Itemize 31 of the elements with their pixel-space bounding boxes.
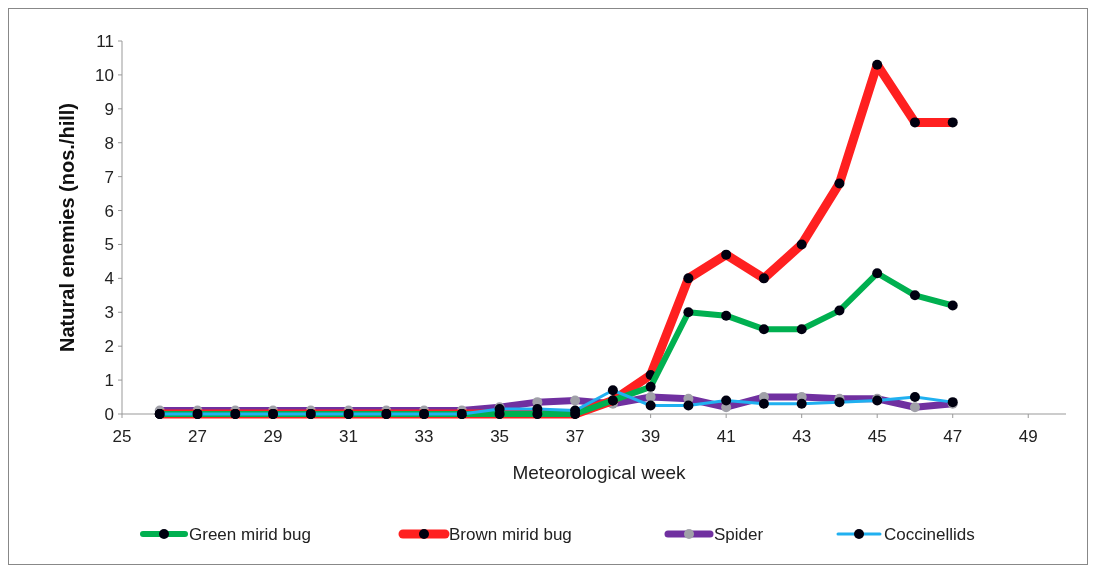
x-tick-label: 29	[263, 427, 283, 446]
y-tick-label: 9	[104, 99, 114, 119]
x-tick-label: 49	[1018, 427, 1038, 446]
y-tick-label: 0	[104, 405, 114, 424]
legend-label: Brown mirid bug	[449, 525, 572, 544]
x-tick-label: 35	[490, 427, 510, 446]
x-tick-label: 27	[188, 427, 207, 446]
y-tick-label: 11	[96, 32, 114, 51]
x-tick-label: 31	[339, 427, 359, 446]
x-tick-label: 25	[112, 427, 132, 446]
x-axis-title: Meteorological week	[512, 462, 687, 483]
y-axis-title: Natural enemies (nos./hill)	[56, 103, 78, 352]
x-tick-label: 37	[565, 427, 585, 446]
x-tick-label: 41	[716, 427, 736, 446]
y-tick-label: 6	[104, 201, 114, 221]
legend-label: Coccinellids	[884, 525, 975, 544]
y-tick-label: 1	[104, 371, 114, 391]
y-tick-label: 4	[104, 269, 114, 289]
y-tick-label: 2	[104, 337, 114, 357]
y-tick-label: 7	[104, 167, 114, 187]
y-tick-label: 10	[95, 65, 114, 85]
legend-label: Green mirid bug	[189, 525, 311, 544]
y-tick-label: 5	[104, 235, 114, 255]
x-tick-label: 39	[641, 427, 661, 446]
y-tick-label: 3	[104, 303, 114, 323]
x-tick-label: 47	[943, 427, 963, 446]
x-tick-label: 43	[792, 427, 812, 446]
y-tick-label: 8	[104, 133, 114, 153]
legend-label: Spider	[714, 525, 764, 544]
x-tick-label: 45	[867, 427, 887, 446]
x-tick-label: 33	[414, 427, 434, 446]
